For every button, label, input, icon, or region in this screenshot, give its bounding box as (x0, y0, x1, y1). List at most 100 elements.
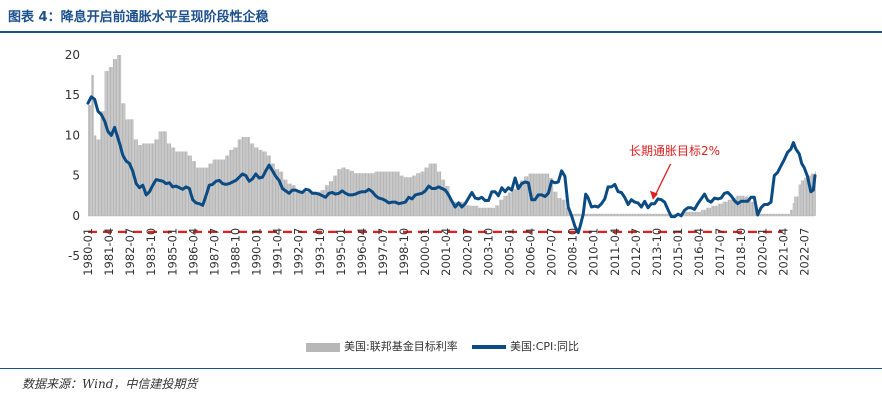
legend-label-fed-rate: 美国:联邦基金目标利率 (344, 340, 458, 353)
fed-rate-bar (324, 185, 329, 216)
x-tick-label: 1980-01 (81, 228, 95, 276)
x-tick-label: 2011-04 (608, 228, 622, 276)
fed-rate-bar (503, 195, 508, 216)
fed-rate-bar (395, 171, 400, 216)
y-tick-label: -5 (68, 249, 80, 263)
fed-rate-bar (800, 180, 805, 216)
fed-rate-bar (191, 161, 197, 216)
fed-rate-bar (137, 145, 143, 216)
fed-rate-bar (445, 186, 450, 216)
x-tick-label: 2000-01 (418, 228, 432, 276)
figure-title: 图表 4：降息开启前通胀水平呈现阶段性企稳 (8, 10, 269, 25)
x-tick-label: 1991-04 (271, 228, 285, 276)
fed-rate-bar (333, 175, 338, 216)
x-tick-label: 2013-10 (650, 228, 664, 276)
x-tick-label: 2015-01 (671, 228, 685, 276)
legend-item-cpi: 美国:CPI:同比 (472, 338, 579, 354)
fed-rate-bar (104, 71, 109, 216)
fed-rate-bar (121, 103, 126, 216)
fed-rate-bar (441, 179, 446, 216)
fed-rate-bar (748, 199, 752, 216)
x-tick-label: 1985-01 (165, 228, 179, 276)
fed-rate-bar (212, 159, 217, 216)
fed-rate-bar (499, 199, 504, 216)
x-tick-label: 2008-10 (566, 228, 580, 276)
y-tick-label: 15 (65, 88, 80, 102)
fed-rate-bar (528, 173, 537, 216)
fed-rate-bar (769, 213, 786, 216)
fed-rate-bar (815, 171, 816, 216)
fed-rate-bar (636, 213, 653, 216)
x-tick-label: 1993-10 (313, 228, 327, 276)
fed-rate-bar (88, 104, 92, 216)
fed-rate-bar (171, 147, 176, 216)
legend-swatch-line (472, 345, 506, 349)
fed-rate-bar (316, 191, 321, 216)
fed-rate-bar (798, 184, 801, 216)
fed-rate-bar (283, 179, 288, 216)
x-tick-label: 1996-04 (355, 228, 369, 276)
fed-rate-bar (810, 173, 815, 216)
fed-rate-bar (569, 213, 587, 216)
fed-rate-bar (299, 191, 305, 216)
fed-rate-bar (751, 201, 757, 216)
x-tick-label: 2005-01 (502, 228, 516, 276)
x-tick-label: 2007-07 (545, 228, 559, 276)
fed-rate-bar (792, 202, 795, 216)
fed-rate-bar (466, 205, 471, 216)
fed-rate-bar (807, 175, 811, 216)
x-tick-label: 2001-04 (439, 228, 453, 276)
fed-rate-bar (345, 169, 350, 216)
x-tick-label: 2022-07 (797, 228, 811, 276)
fed-rate-bar (291, 185, 296, 216)
fed-rate-bar (603, 213, 620, 216)
fed-rate-bar (304, 191, 309, 216)
fed-rate-bar (270, 163, 275, 216)
fed-rate-bar (453, 201, 462, 216)
x-tick-label: 2021-04 (776, 228, 790, 276)
x-tick-label: 2018-10 (734, 228, 748, 276)
fed-rate-bar (701, 209, 707, 216)
fed-rate-bar (684, 211, 695, 216)
x-tick-label: 1983-10 (144, 228, 158, 276)
x-tick-label: 2002-07 (460, 228, 474, 276)
title-divider (0, 31, 882, 33)
fed-rate-bar (391, 171, 396, 216)
fed-rate-bar (179, 151, 184, 216)
fed-rate-bar (183, 151, 188, 216)
fed-rate-bar (387, 171, 392, 216)
fed-rate-bar (266, 155, 271, 216)
fed-rate-bar (93, 135, 97, 216)
fed-rate-bar (196, 167, 201, 216)
annotation-arrowhead (649, 190, 658, 200)
fed-rate-bar (507, 192, 512, 216)
fed-rate-bar (428, 163, 433, 216)
source-note: 数据来源：Wind，中信建投期货 (22, 377, 198, 391)
fed-rate-bar (287, 183, 292, 216)
fed-rate-bar (175, 151, 180, 216)
fed-rate-bar (478, 207, 487, 216)
fed-rate-bar (150, 143, 155, 216)
fed-rate-bar (378, 171, 383, 216)
x-tick-label: 1992-07 (292, 228, 306, 276)
chart-canvas: -5 0 5 10 15 20 1980-01 1981-04 1982-07 1983-10 19… (65, 48, 817, 276)
cpi-line (86, 95, 817, 235)
fed-rate-bar (108, 67, 113, 216)
y-tick-label: 0 (72, 209, 80, 223)
fed-rate-bar (557, 198, 562, 216)
fed-rate-bar (736, 195, 745, 216)
x-tick-label: 2006-04 (524, 228, 538, 276)
fed-rate-bar (225, 155, 230, 216)
legend-swatch-bar (306, 342, 340, 352)
fed-rate-bar (117, 55, 122, 216)
fed-rate-bar (100, 111, 105, 216)
x-tick-label: 1987-07 (207, 228, 221, 276)
x-tick-label: 2010-01 (587, 228, 601, 276)
fed-rate-bar (486, 207, 496, 216)
fed-rate-bar (790, 209, 793, 216)
annotation-arrow-line (655, 163, 672, 195)
legend: 美国:联邦基金目标利率 美国:CPI:同比 (0, 338, 882, 354)
fed-rate-bar (320, 190, 325, 216)
y-tick-label: 10 (65, 128, 80, 142)
fed-rate-bar (515, 184, 521, 216)
